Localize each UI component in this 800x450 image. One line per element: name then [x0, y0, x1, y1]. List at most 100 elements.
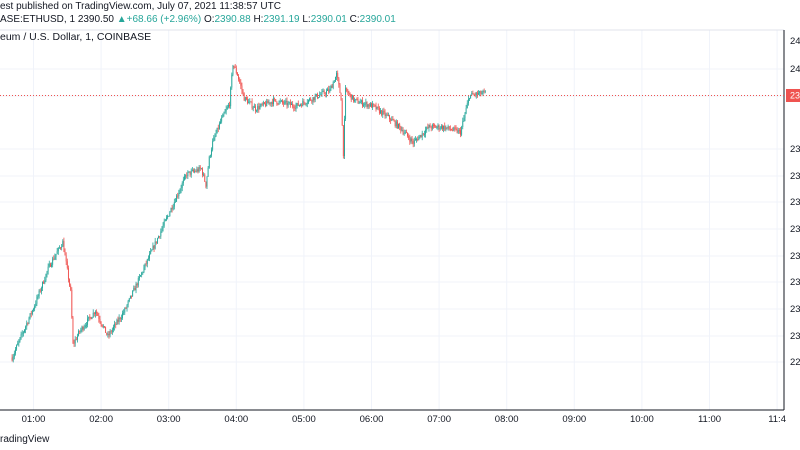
candle-body: [48, 263, 50, 267]
candle-body: [18, 340, 20, 344]
candle-body: [82, 326, 84, 330]
candle-body: [439, 128, 441, 130]
chart-title: eum / U.S. Dollar, 1, COINBASE: [0, 31, 152, 43]
candle-body: [430, 127, 432, 129]
candle-body: [69, 279, 71, 286]
candle-body: [95, 311, 96, 315]
candle-body: [108, 334, 110, 336]
candle-body: [257, 106, 259, 111]
tradingview-logo-text: radingView: [0, 434, 50, 445]
candle-body: [141, 272, 143, 276]
candle-body: [134, 288, 136, 291]
candle-body: [178, 192, 180, 196]
candle-body: [29, 313, 31, 319]
candle-body: [199, 167, 201, 169]
candle-body: [344, 119, 345, 157]
time-axis: 01:00 02:00 03:00 04:00 05:00 06:00 07:00 08:00…: [22, 414, 786, 425]
symbol-label[interactable]: ASE:ETHUSD, 1: [0, 14, 76, 25]
candle-body: [177, 195, 179, 197]
candle-body: [349, 93, 351, 95]
grid-lines: [0, 30, 784, 410]
candle-body: [256, 110, 258, 112]
candle-body: [26, 323, 28, 327]
candle-body: [465, 108, 467, 114]
candle-body: [218, 123, 220, 129]
candle-body: [303, 101, 305, 103]
candle-body: [282, 100, 283, 103]
candle-body: [170, 208, 172, 213]
candle-body: [374, 104, 376, 106]
candle-body: [162, 225, 164, 229]
candles: [11, 63, 486, 363]
candle-body: [96, 311, 98, 314]
candle-body: [115, 323, 117, 325]
candle-body: [100, 321, 102, 325]
candle-body: [311, 100, 313, 102]
candle-body: [49, 263, 51, 267]
candle-body: [230, 87, 232, 107]
candle-body: [369, 103, 371, 107]
candle-body: [471, 93, 473, 95]
candle-body: [160, 231, 162, 237]
candle-body: [189, 171, 191, 175]
candle-body: [469, 98, 470, 100]
candle-body: [119, 317, 121, 320]
candle-body: [145, 263, 147, 265]
candle-body: [11, 357, 13, 361]
candle-body: [267, 100, 269, 104]
candle-body: [147, 258, 149, 260]
candle-body: [88, 316, 90, 319]
candle-body: [350, 94, 352, 100]
candle-body: [125, 308, 127, 310]
candle-body: [20, 334, 22, 338]
candle-body: [60, 247, 61, 249]
candle-body: [120, 317, 122, 320]
candle-body: [79, 330, 81, 332]
candle-body: [461, 126, 463, 135]
candle-body: [266, 100, 268, 107]
candle-body: [318, 97, 319, 99]
candle-body: [203, 174, 205, 176]
candle-body: [217, 127, 219, 129]
price-tick-label: 23: [790, 197, 800, 208]
candle-body: [117, 319, 119, 322]
candle-body: [298, 104, 300, 106]
candle-body: [473, 94, 475, 96]
candle-body: [483, 91, 485, 92]
candle-body: [462, 121, 464, 127]
candle-body: [91, 317, 93, 320]
candle-body: [40, 288, 42, 292]
candle-body: [280, 100, 282, 102]
candle-body: [253, 106, 255, 108]
candle-body: [255, 106, 256, 111]
candle-body: [297, 103, 299, 106]
candle-body: [61, 246, 63, 248]
candle-body: [442, 125, 443, 130]
candle-body: [142, 272, 144, 274]
candle-body: [43, 281, 45, 284]
candle-body: [436, 126, 438, 128]
candle-body: [457, 130, 459, 133]
candle-body: [92, 312, 94, 318]
candle-body: [394, 120, 396, 127]
close-value: 2390.01: [359, 14, 396, 25]
candle-body: [13, 353, 15, 357]
candle-body: [109, 331, 111, 336]
candle-body: [132, 290, 134, 297]
candle-body: [336, 72, 338, 77]
candle-body: [242, 90, 244, 94]
candle-body: [458, 130, 460, 131]
candle-body: [340, 92, 342, 101]
candle-body: [341, 100, 343, 126]
candle-body: [409, 138, 411, 142]
candle-body: [451, 129, 452, 131]
candle-body: [154, 241, 156, 249]
candle-body: [67, 268, 69, 280]
candle-body: [283, 102, 285, 104]
candle-body: [46, 271, 48, 275]
candle-body: [209, 155, 211, 157]
candle-body: [149, 253, 150, 259]
candle-body: [114, 323, 116, 327]
candle-body: [475, 92, 477, 96]
